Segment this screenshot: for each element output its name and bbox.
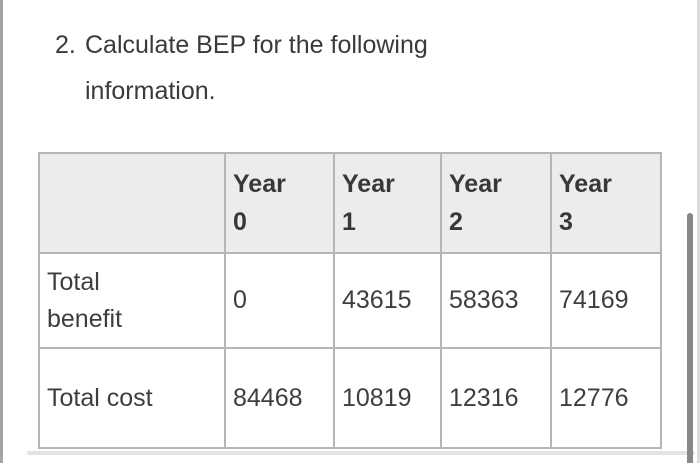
scrollbar-thumb[interactable] xyxy=(687,213,693,463)
row-label-total-benefit: Total benefit xyxy=(38,252,226,349)
cell-cost-year-2: 12316 xyxy=(440,347,552,449)
table-row-total-benefit: Total benefit 0 43615 58363 74169 xyxy=(38,252,662,349)
table-header-row: Year 0 Year 1 Year 2 Year 3 xyxy=(38,152,662,254)
col-header-empty xyxy=(38,152,226,254)
left-edge-line xyxy=(0,0,3,463)
cell-cost-year-3: 12776 xyxy=(550,347,662,449)
row-label-total-cost: Total cost xyxy=(38,347,226,449)
table-row-total-cost: Total cost 84468 10819 12316 12776 xyxy=(38,347,662,449)
bottom-divider xyxy=(27,451,695,455)
cell-benefit-year-1: 43615 xyxy=(333,252,442,349)
cell-cost-year-1: 10819 xyxy=(333,347,442,449)
col-header-year-3: Year 3 xyxy=(550,152,662,254)
right-edge-line xyxy=(697,0,700,463)
cell-cost-year-0: 84468 xyxy=(224,347,335,449)
question-block: 2. Calculate BEP for the following infor… xyxy=(55,22,525,114)
cell-benefit-year-0: 0 xyxy=(224,252,335,349)
cell-benefit-year-3: 74169 xyxy=(550,252,662,349)
question-text: Calculate BEP for the following informat… xyxy=(85,31,428,105)
col-header-year-2: Year 2 xyxy=(440,152,552,254)
col-header-year-0: Year 0 xyxy=(224,152,335,254)
question-number: 2. xyxy=(55,31,76,59)
cell-benefit-year-2: 58363 xyxy=(440,252,552,349)
col-header-year-1: Year 1 xyxy=(333,152,442,254)
bep-table: Year 0 Year 1 Year 2 Year 3 Total benefi… xyxy=(38,152,662,449)
